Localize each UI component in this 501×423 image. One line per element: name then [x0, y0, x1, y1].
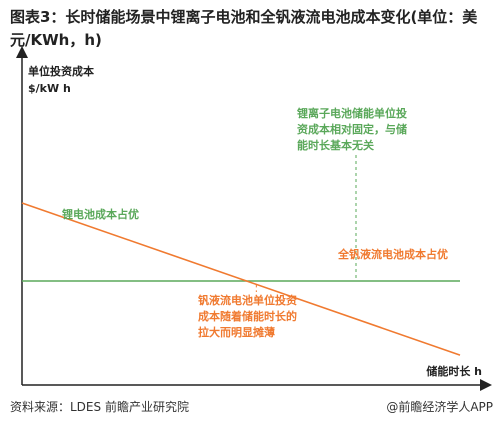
vanadium-note: 钒液流电池单位投资 成本随着储能时长的 拉大而明显摊薄: [198, 293, 297, 339]
lithium-note: 锂离子电池储能单位投 资成本相对固定，与储 能时长基本无关: [297, 106, 407, 152]
lithium-region-label: 锂电池成本占优: [62, 207, 139, 221]
lithium-note-line: 资成本相对固定，与储: [297, 122, 407, 136]
vanadium-note-line: 拉大而明显摊薄: [198, 325, 275, 339]
source-note: 资料来源：LDES 前瞻产业研究院: [10, 400, 189, 414]
vanadium-note-line: 钒液流电池单位投资: [198, 293, 297, 307]
lithium-note-line: 锂离子电池储能单位投: [297, 106, 407, 120]
series-line-vanadium: [21, 202, 461, 356]
y-axis-label-line2: $/kW h: [28, 82, 71, 95]
brand-credit: @前瞻经济学人APP: [386, 400, 493, 414]
y-axis-label-line1: 单位投资成本: [28, 64, 94, 78]
chart-title: 图表3：长时储能场景中锂离子电池和全钒液流电池成本变化(单位：美元/KWh，h): [10, 8, 478, 49]
x-axis-label: 储能时长 h: [426, 364, 482, 378]
vanadium-region-label: 全钒液流电池成本占优: [337, 247, 448, 261]
vanadium-note-line: 成本随着储能时长的: [198, 309, 297, 323]
lithium-note-line: 能时长基本无关: [297, 138, 374, 152]
